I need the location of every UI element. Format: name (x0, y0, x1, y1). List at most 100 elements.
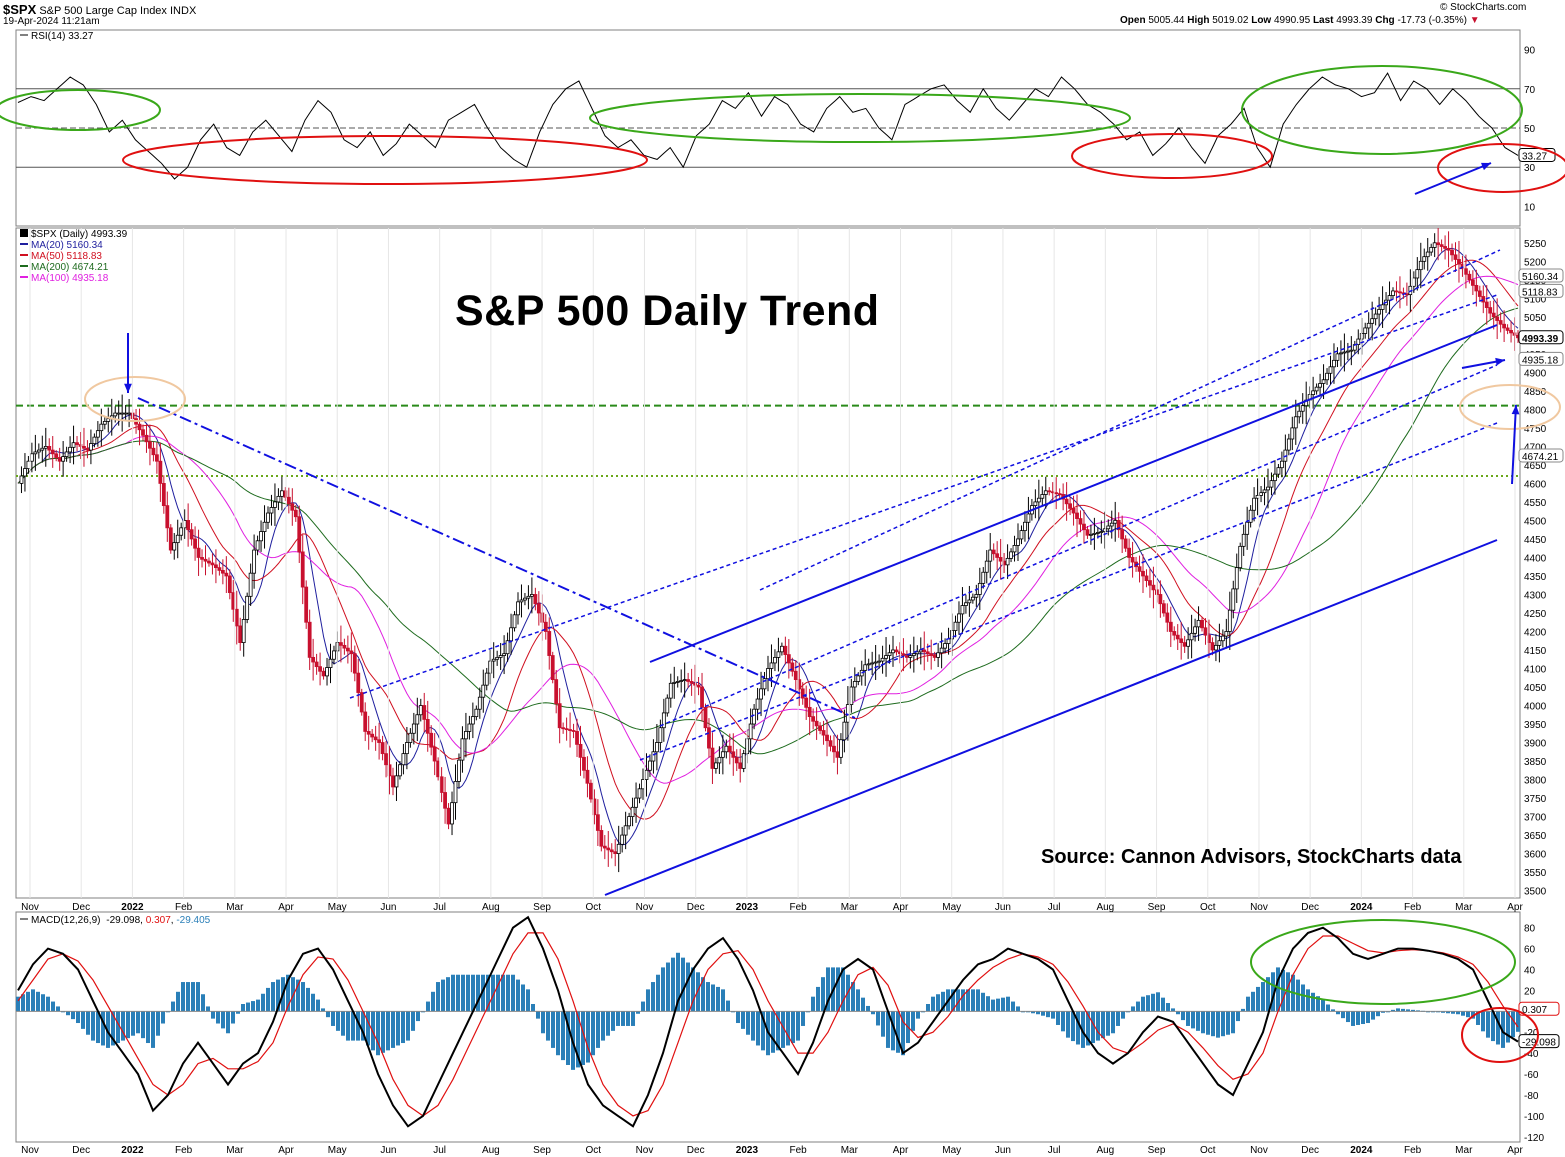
candle-body (1231, 588, 1236, 611)
macd-hist-bar (1061, 1011, 1065, 1032)
macd-hist-bar (1516, 1011, 1520, 1032)
last-value: 4993.39 (1336, 15, 1373, 26)
candle-body (766, 668, 770, 680)
price-tick-label: 3900 (1524, 739, 1547, 750)
channel-mid2-dotted (659, 364, 1498, 727)
macd-hist-bar (871, 1011, 875, 1015)
symbol-exchange: INDX (170, 5, 197, 17)
candle-body (148, 441, 152, 449)
candle-body (939, 647, 944, 654)
macd-hist-bar (341, 1011, 345, 1036)
candle-body (325, 667, 329, 677)
downtrend-line (137, 397, 856, 719)
macd-hist-bar (46, 996, 50, 1012)
candle-body (529, 594, 534, 597)
candle-body (1443, 246, 1447, 249)
macd-x-tick-label: 2023 (736, 1145, 759, 1156)
x-tick-label: 2023 (736, 902, 759, 913)
candle-body (1502, 323, 1507, 329)
dropdown-arrow-icon[interactable]: ▼ (1469, 15, 1480, 26)
candle-body (703, 706, 708, 729)
ma100-legend-label: MA(100) 4935.18 (31, 273, 109, 284)
candle-body (932, 655, 937, 658)
macd-hist-bar (1236, 1011, 1240, 1022)
candle-body (1068, 503, 1072, 509)
macd-hist-bar (321, 1008, 325, 1012)
candle-body (1057, 493, 1062, 495)
x-tick-label: Oct (585, 902, 601, 913)
macd-hist-bar (1011, 1001, 1015, 1012)
candle-body (464, 731, 468, 740)
macd-hist-bar (1446, 1011, 1450, 1014)
x-tick-label: Nov (21, 902, 39, 913)
candle-body (1345, 350, 1350, 353)
candle-body (19, 475, 24, 484)
macd-hist-bar (1136, 1001, 1140, 1012)
rsi-tick-label: 30 (1524, 163, 1536, 174)
macd-hist-bar (561, 1011, 565, 1061)
macd-hist-bar (781, 1011, 785, 1048)
candle-body (474, 708, 479, 718)
candle-body (988, 549, 993, 562)
macd-x-tick-label: Nov (636, 1145, 654, 1156)
macd-hist-bar (1046, 1011, 1050, 1018)
candle-body (804, 697, 809, 708)
candle-body (1394, 290, 1399, 293)
macd-hist-bar (786, 1011, 790, 1046)
x-tick-label: Jul (1048, 902, 1061, 913)
candle-body (332, 650, 336, 660)
candle-body (884, 655, 888, 659)
macd-hist-bar (1406, 1009, 1410, 1012)
candle-body (99, 423, 104, 432)
candle-body (1189, 632, 1194, 641)
x-tick-label: Aug (1096, 902, 1114, 913)
macd-hist-bar (1156, 992, 1160, 1012)
macd-hist-bar (391, 1011, 395, 1048)
candle-body (1509, 330, 1513, 334)
macd-hist-bar (581, 1011, 585, 1065)
candle-body (835, 751, 840, 758)
candle-body (967, 599, 972, 604)
macd-hist-bar (231, 1011, 235, 1024)
macd-hist-bar (1346, 1011, 1350, 1023)
price-legend-swatch (20, 229, 28, 237)
candle-body (519, 599, 524, 603)
recent-highlight-ellipse (1459, 384, 1561, 430)
candle-body (606, 847, 611, 851)
x-tick-label: Nov (636, 902, 654, 913)
candle-body (207, 560, 211, 564)
candle-body (523, 597, 527, 601)
macd-tick-label: 40 (1524, 966, 1536, 977)
down-arrow-icon-head (124, 383, 132, 393)
candle-body (297, 516, 302, 553)
candle-body (602, 845, 607, 849)
candle-body (1245, 521, 1250, 535)
macd-hist-bar (1276, 967, 1280, 1012)
macd-hist-bar (401, 1011, 405, 1044)
x-tick-label: Dec (1301, 902, 1319, 913)
macd-hist-bar (1351, 1011, 1355, 1026)
macd-hist-bar (21, 994, 25, 1012)
candle-body (1141, 570, 1145, 577)
candle-body (814, 720, 819, 727)
macd-hist-bar (956, 989, 960, 1012)
macd-hist-bar (411, 1011, 415, 1031)
macd-legend: MACD(12,26,9) -29.098, 0.307, -29.405 (20, 915, 211, 926)
candle-body (1078, 518, 1083, 525)
price-tick-label: 5050 (1524, 313, 1547, 324)
candle-body (1248, 509, 1253, 523)
candle-body (352, 653, 357, 674)
price-tick-label: 3550 (1524, 868, 1547, 879)
macd-hist-bar (1491, 1011, 1495, 1042)
candle-body (891, 649, 895, 654)
candle-body (793, 670, 798, 681)
candle-body (1349, 349, 1354, 352)
candle-body (1470, 279, 1475, 286)
candle-body (870, 662, 875, 665)
candle-body (175, 534, 180, 544)
candle-body (238, 625, 243, 643)
candle-body (710, 747, 715, 769)
candle-body (283, 490, 288, 498)
candle-body (755, 698, 760, 710)
macd-hist-bar (1376, 1011, 1380, 1017)
